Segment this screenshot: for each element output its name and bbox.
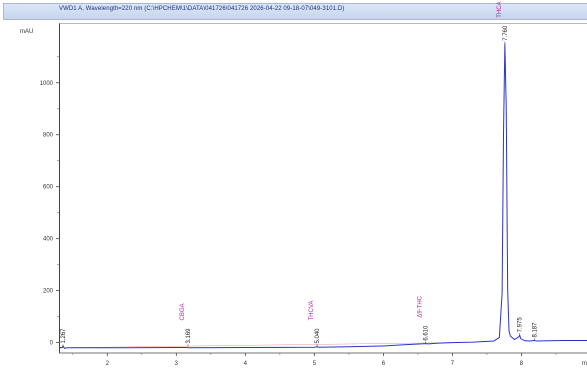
y-axis-unit: mAU <box>20 29 33 35</box>
integration-baseline <box>58 342 453 349</box>
signal-title-bar: VWD1 A, Wavelength=220 nm (C:\HPCHEM\1\D… <box>3 3 587 20</box>
y-tick-label: 400 <box>43 237 54 243</box>
signal-title: VWD1 A, Wavelength=220 nm (C:\HPCHEM\1\D… <box>59 6 345 12</box>
x-tick-label: 2 <box>106 361 110 367</box>
x-tick-label: 3 <box>175 361 179 367</box>
plot-frame <box>59 23 587 353</box>
x-tick-label: 5 <box>313 361 317 367</box>
peak-retention-time-label: 3.169 <box>186 328 192 344</box>
peak-retention-time-label: 6.610 <box>423 325 429 341</box>
y-tick-label: 800 <box>43 133 54 139</box>
peak-compound-label: THCA <box>497 1 503 17</box>
y-tick-label: 200 <box>43 289 54 295</box>
peak-retention-time-label: 8.187 <box>532 322 538 338</box>
peak-compound-label: Δ9-THC <box>417 295 423 317</box>
chromatogram-trace <box>58 43 587 349</box>
peak-retention-time-label: 7.760 <box>503 25 509 41</box>
x-tick-label: 8 <box>520 361 524 367</box>
peak-retention-time-label: 7.975 <box>518 317 524 333</box>
y-tick-label: 0 <box>50 341 54 347</box>
peak-retention-time-label: 5.040 <box>315 328 321 344</box>
x-tick-label: 7 <box>451 361 455 367</box>
peak-compound-label: THCVA <box>309 301 315 321</box>
x-tick-label: 6 <box>382 361 386 367</box>
y-tick-label: 1000 <box>40 81 54 87</box>
peak-retention-time-label: 1.267 <box>61 328 67 344</box>
x-tick-label: 4 <box>244 361 248 367</box>
y-tick-label: 600 <box>43 185 54 191</box>
x-axis-unit: min <box>582 361 587 367</box>
peak-compound-label: CBGA <box>180 303 186 320</box>
